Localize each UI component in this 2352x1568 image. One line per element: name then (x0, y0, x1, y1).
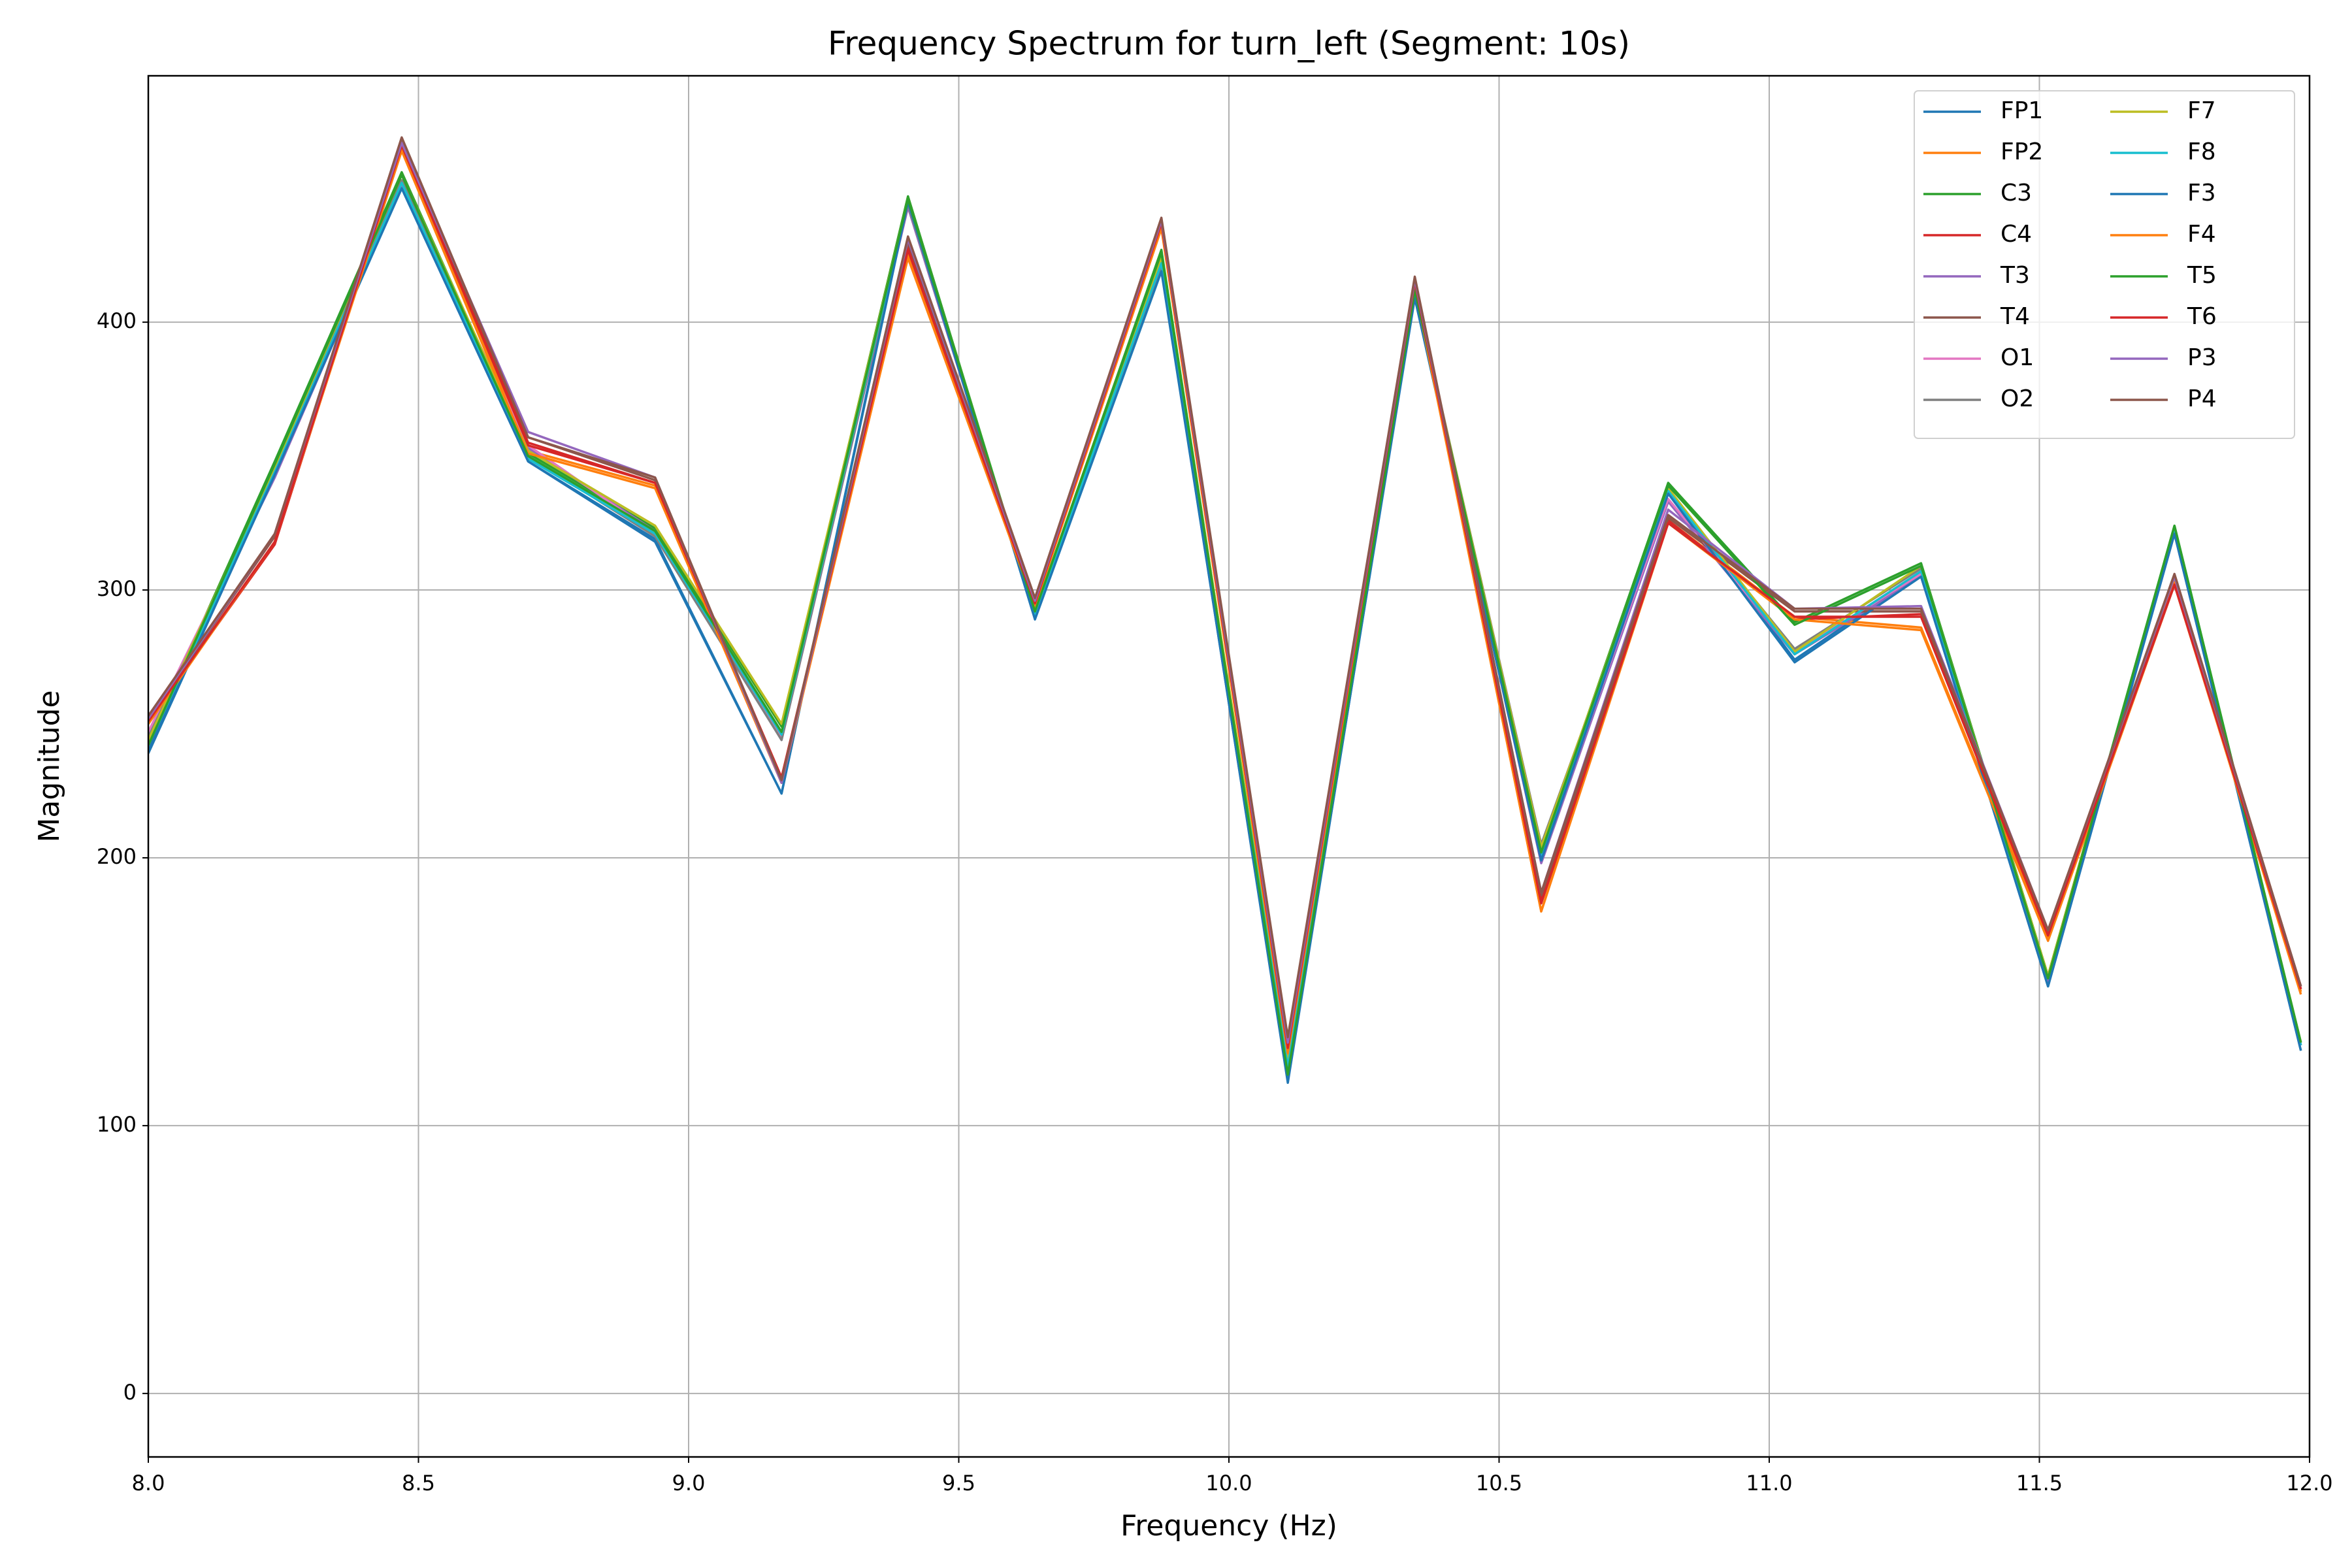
legend-label: P3 (2187, 344, 2217, 371)
x-tick-label: 8.0 (132, 1471, 165, 1495)
legend-label: C4 (2001, 221, 2032, 248)
legend-label: O1 (2001, 344, 2034, 371)
legend-label: T4 (2000, 303, 2030, 330)
legend-label: C3 (2001, 180, 2032, 206)
y-tick-label: 300 (97, 576, 137, 601)
y-axis-label: Magnitude (33, 690, 66, 842)
legend-label: F3 (2187, 180, 2216, 206)
legend: FP1 FP2 C3 C4 T3 T4 O1 O2 F7 F8 F3 F4 T5 T6 P3 P4 (1914, 90, 2295, 439)
x-tick-label: 9.0 (672, 1471, 706, 1495)
legend-label: P4 (2187, 385, 2217, 412)
x-tick-label: 12.0 (2286, 1471, 2332, 1495)
x-tick-label: 11.5 (2016, 1471, 2063, 1495)
x-tick-label: 9.5 (942, 1471, 975, 1495)
chart-title: Frequency Spectrum for turn_left (Segmen… (828, 25, 1630, 63)
x-axis-label: Frequency (Hz) (1120, 1509, 1337, 1543)
y-tick-label: 200 (97, 844, 137, 869)
legend-label: F8 (2187, 139, 2216, 165)
legend-label: F7 (2187, 97, 2216, 124)
legend-label: T6 (2187, 303, 2217, 330)
legend-label: FP2 (2001, 139, 2043, 165)
x-tick-label: 11.0 (1746, 1471, 1792, 1495)
legend-label: T3 (2000, 262, 2030, 289)
x-tick-label: 8.5 (402, 1471, 435, 1495)
y-tick-label: 100 (97, 1112, 137, 1137)
y-tick-label: 0 (123, 1380, 137, 1405)
legend-label: FP1 (2001, 97, 2043, 124)
lines (148, 136, 2302, 1085)
legend-label: O2 (2001, 385, 2034, 412)
y-tick-label: 400 (97, 308, 137, 333)
legend-label: T5 (2187, 262, 2217, 289)
series-line (148, 173, 2302, 1076)
series-line (148, 187, 2302, 1081)
series-line (148, 136, 2302, 1039)
legend-box (1914, 90, 2295, 439)
legend-label: F4 (2187, 221, 2216, 248)
x-tick-label: 10.0 (1205, 1471, 1252, 1495)
x-tick-label: 10.5 (1476, 1471, 1522, 1495)
